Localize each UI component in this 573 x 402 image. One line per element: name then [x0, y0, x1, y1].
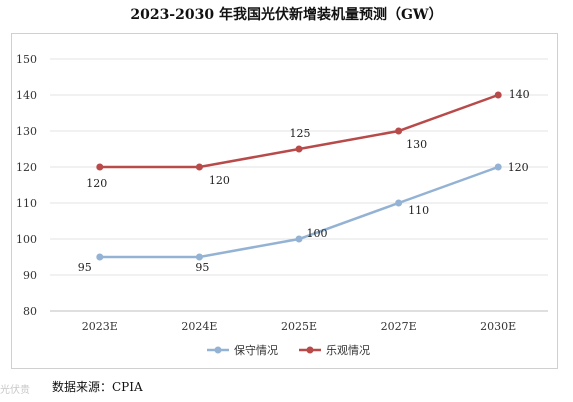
- x-tick-label: 2030E: [480, 320, 516, 333]
- legend-label: 乐观情况: [326, 344, 370, 357]
- y-tick-label: 120: [16, 161, 37, 174]
- data-point: [96, 253, 104, 261]
- data-point: [494, 91, 502, 99]
- data-point: [395, 199, 403, 207]
- data-point: [195, 163, 203, 171]
- data-source: 数据来源：CPIA: [52, 380, 143, 394]
- legend-swatch-marker: [214, 346, 222, 354]
- x-tick-label: 2025E: [281, 320, 317, 333]
- data-label: 110: [408, 204, 429, 217]
- data-point: [295, 145, 303, 153]
- y-tick-label: 130: [16, 125, 37, 138]
- data-point: [195, 253, 203, 261]
- chart-frame: [11, 33, 558, 369]
- y-tick-label: 100: [16, 233, 37, 246]
- data-label: 95: [195, 261, 209, 274]
- legend-swatch-marker: [306, 346, 314, 354]
- data-point: [96, 163, 104, 171]
- x-tick-label: 2023E: [82, 320, 118, 333]
- data-label: 95: [78, 261, 92, 274]
- y-tick-label: 80: [23, 305, 37, 318]
- y-tick-label: 90: [23, 269, 37, 282]
- chart-title: 2023-2030 年我国光伏新增装机量预测（GW）: [130, 7, 443, 23]
- data-label: 140: [509, 88, 530, 101]
- data-label: 120: [209, 174, 230, 187]
- data-point: [295, 235, 303, 243]
- legend-label: 保守情况: [234, 343, 278, 357]
- x-tick-label: 2027E: [381, 320, 417, 333]
- y-tick-label: 110: [16, 197, 37, 210]
- y-tick-label: 140: [16, 89, 37, 102]
- data-label: 120: [86, 177, 107, 190]
- y-tick-label: 150: [16, 53, 37, 66]
- data-label: 100: [307, 227, 328, 240]
- x-tick-label: 2024E: [181, 320, 217, 333]
- data-label: 120: [508, 161, 529, 174]
- data-point: [494, 163, 502, 171]
- data-label: 130: [406, 138, 427, 151]
- data-label: 125: [290, 127, 311, 140]
- watermark: 光伏贵: [0, 385, 30, 396]
- data-point: [395, 127, 403, 135]
- series-line: [99, 165, 499, 259]
